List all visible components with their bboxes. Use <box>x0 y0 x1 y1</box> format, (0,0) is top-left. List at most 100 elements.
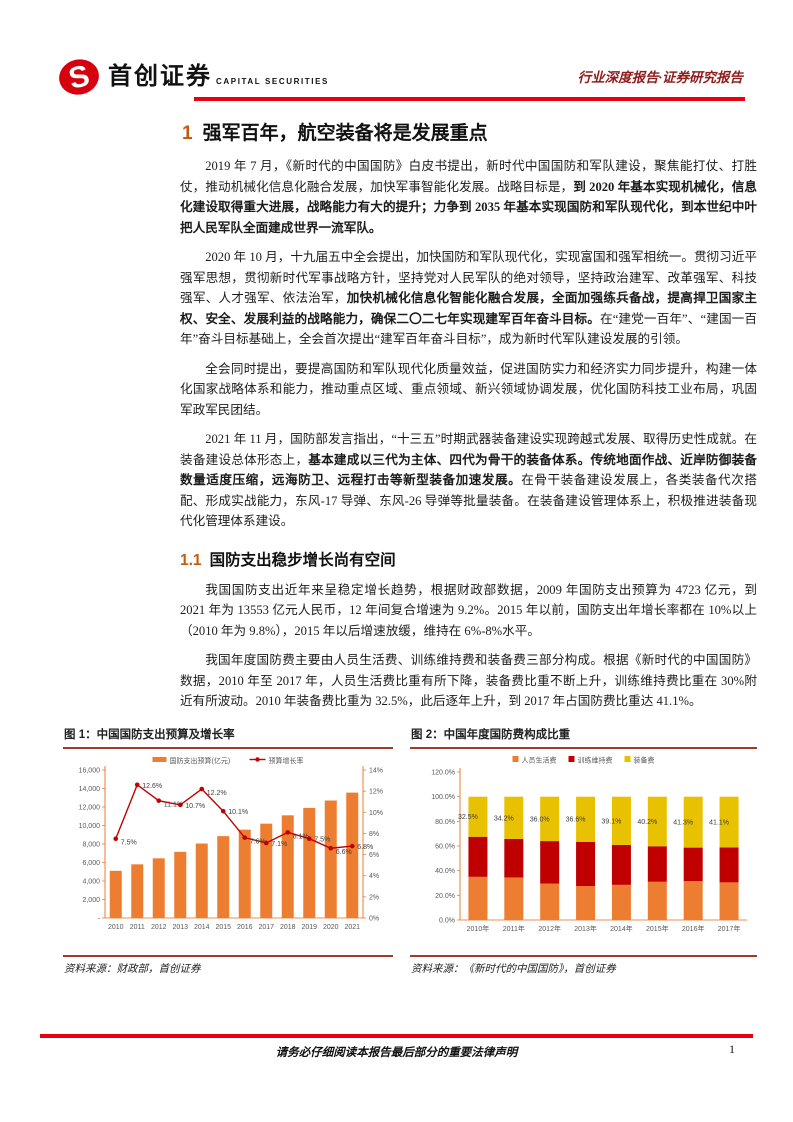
svg-text:6,000: 6,000 <box>82 860 100 867</box>
figure1-source: 资料来源：财政部，首创证券 <box>64 963 201 975</box>
brand-name-cn: 首创证券 <box>108 63 212 90</box>
brand-logo: S 首创证券 CAPITAL SECURITIES <box>56 56 329 98</box>
figures-row: 图 1：中国国防支出预算及增长率 国防支出预算(亿元) 预算增长率 - 2,000 4,… <box>63 726 759 976</box>
header-divider <box>194 97 745 101</box>
paragraph: 全会同时提出，要提高国防和军队现代化质量效益，促进国防实力和经济实力同步提升，构… <box>180 361 757 417</box>
svg-text:12.2%: 12.2% <box>207 790 227 797</box>
svg-text:60.0%: 60.0% <box>435 843 455 850</box>
paragraph: 我国年度国防费主要由人员生活费、训练维持费和装备费三部分构成。根据《新时代的中国… <box>180 653 757 708</box>
subsection-title-text: 国防支出稳步增长尚有空间 <box>209 551 396 569</box>
brand-text: 首创证券 CAPITAL SECURITIES <box>108 64 329 90</box>
report-footer: 请务必仔细阅读本报告最后部分的重要法律声明 1 <box>40 1034 753 1060</box>
svg-text:2,000: 2,000 <box>82 897 100 904</box>
svg-text:2011: 2011 <box>130 924 145 931</box>
svg-text:2012: 2012 <box>151 924 167 931</box>
legal-disclaimer: 请务必仔细阅读本报告最后部分的重要法律声明 <box>275 1046 518 1059</box>
svg-text:2010年: 2010年 <box>467 924 490 933</box>
svg-text:2016: 2016 <box>237 924 253 931</box>
svg-text:10%: 10% <box>369 809 383 816</box>
svg-text:12,000: 12,000 <box>79 804 101 811</box>
svg-text:16,000: 16,000 <box>79 767 101 774</box>
svg-text:8.1%: 8.1% <box>293 833 309 840</box>
svg-text:0.0%: 0.0% <box>439 917 455 924</box>
text-column: 1 强军百年，航空装备将是发展重点 2019 年 7 月，《新时代的中国国防》白皮… <box>180 122 757 712</box>
svg-text:4,000: 4,000 <box>82 878 100 885</box>
svg-text:2013年: 2013年 <box>574 924 597 933</box>
svg-text:-: - <box>98 915 101 922</box>
svg-text:8%: 8% <box>369 830 379 837</box>
svg-text:4%: 4% <box>369 873 379 880</box>
subsection-title: 1.1 国防支出稳步增长尚有空间 <box>180 548 757 570</box>
svg-text:41.1%: 41.1% <box>709 819 729 826</box>
svg-text:10.7%: 10.7% <box>185 802 205 809</box>
figure2-chart-box: 人员生活费 训练维持费 装备费 0.0% 20.0% 40.0% 60.0% 80.0% 100… <box>410 749 757 957</box>
svg-text:10,000: 10,000 <box>79 823 101 830</box>
svg-text:2012年: 2012年 <box>538 924 561 933</box>
svg-text:2016年: 2016年 <box>682 924 705 933</box>
svg-text:2017: 2017 <box>258 924 274 931</box>
svg-text:2011年: 2011年 <box>503 924 525 933</box>
svg-text:6.8%: 6.8% <box>357 844 373 851</box>
svg-text:装备费: 装备费 <box>634 755 655 764</box>
svg-text:12%: 12% <box>369 788 383 795</box>
svg-text:0%: 0% <box>369 915 379 922</box>
svg-text:80.0%: 80.0% <box>435 818 455 825</box>
svg-text:120.0%: 120.0% <box>431 769 455 776</box>
svg-text:人员生活费: 人员生活费 <box>522 755 557 764</box>
svg-text:40.0%: 40.0% <box>435 868 455 875</box>
brand-name-en: CAPITAL SECURITIES <box>216 77 329 86</box>
svg-text:8,000: 8,000 <box>82 841 100 848</box>
svg-text:14%: 14% <box>369 767 383 774</box>
svg-text:7.5%: 7.5% <box>314 836 330 843</box>
svg-text:2021: 2021 <box>344 924 360 931</box>
report-body: 1 强军百年，航空装备将是发展重点 2019 年 7 月，《新时代的中国国防》白皮… <box>56 122 759 976</box>
svg-text:6%: 6% <box>369 852 379 859</box>
svg-text:36.6%: 36.6% <box>566 816 586 823</box>
svg-text:20.0%: 20.0% <box>435 892 455 899</box>
figure1-chart-box: 国防支出预算(亿元) 预算增长率 - 2,000 4,000 6,000 8,000 10,0… <box>63 749 393 957</box>
defense-budget-growth-chart: 国防支出预算(亿元) 预算增长率 - 2,000 4,000 6,000 8,000 10,0… <box>63 752 393 953</box>
figure-defense-composition: 图 2：中国年度国防费构成比重 人员生活费 训练维持费 装备费 0.0% 20.0% 40… <box>410 726 757 976</box>
svg-text:2018: 2018 <box>280 924 296 931</box>
svg-text:41.3%: 41.3% <box>673 819 693 826</box>
paragraph: 2019 年 7 月，《新时代的中国国防》白皮书提出，新时代中国国防和军队建设，… <box>180 159 758 235</box>
section-title-text: 强军百年，航空装备将是发展重点 <box>202 123 488 144</box>
svg-text:40.2%: 40.2% <box>637 818 657 825</box>
svg-text:11.1%: 11.1% <box>164 801 183 808</box>
section-number: 1 <box>182 123 193 144</box>
svg-text:2015年: 2015年 <box>646 924 669 933</box>
paragraph: 2021 年 11 月，国防部发言指出，“十三五”时期武器装备建设实现跨越式发展… <box>180 432 758 528</box>
svg-text:32.5%: 32.5% <box>458 814 478 821</box>
report-type-label: 行业深度报告·证券研究报告 <box>577 70 743 85</box>
svg-text:6.6%: 6.6% <box>336 849 352 856</box>
figure2-source: 资料来源：《新时代的中国国防》，首创证券 <box>411 963 616 975</box>
svg-text:预算增长率: 预算增长率 <box>269 756 304 765</box>
svg-text:12.6%: 12.6% <box>142 782 162 789</box>
figure1-caption: 图 1：中国国防支出预算及增长率 <box>63 726 393 749</box>
figure2-caption: 图 2：中国年度国防费构成比重 <box>410 726 757 749</box>
svg-text:34.2%: 34.2% <box>494 815 514 822</box>
svg-text:2%: 2% <box>369 894 379 901</box>
svg-text:2019: 2019 <box>301 924 317 931</box>
svg-text:2010: 2010 <box>108 924 124 931</box>
svg-text:7.5%: 7.5% <box>121 839 137 846</box>
paragraph: 我国国防支出近年来呈稳定增长趋势，根据财政部数据，2009 年国防支出预算为 4… <box>180 582 757 638</box>
page-number: 1 <box>729 1042 735 1056</box>
footer-divider <box>40 1034 753 1038</box>
svg-text:2017年: 2017年 <box>718 924 741 933</box>
svg-text:2015: 2015 <box>215 924 231 931</box>
svg-text:7.1%: 7.1% <box>271 840 287 847</box>
svg-text:14,000: 14,000 <box>79 786 101 793</box>
figure-defense-budget: 图 1：中国国防支出预算及增长率 国防支出预算(亿元) 预算增长率 - 2,000 4,… <box>63 726 393 976</box>
section-title: 1 强军百年，航空装备将是发展重点 <box>182 122 757 146</box>
paragraphs-top: 2019 年 7 月，《新时代的中国国防》白皮书提出，新时代中国国防和军队建设，… <box>180 156 757 532</box>
paragraphs-sub: 我国国防支出近年来呈稳定增长趋势，根据财政部数据，2009 年国防支出预算为 4… <box>180 580 757 712</box>
svg-text:国防支出预算(亿元): 国防支出预算(亿元) <box>170 756 231 765</box>
svg-text:2014: 2014 <box>194 924 210 931</box>
svg-text:10.1%: 10.1% <box>228 809 248 816</box>
capital-securities-logo-icon: S <box>56 56 102 98</box>
svg-text:100.0%: 100.0% <box>431 794 455 801</box>
svg-text:7.6%: 7.6% <box>250 838 266 845</box>
svg-text:2013: 2013 <box>172 924 188 931</box>
